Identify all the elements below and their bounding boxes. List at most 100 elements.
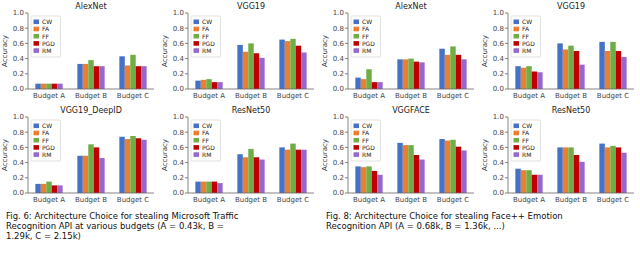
y-tick (505, 43, 508, 44)
bar (414, 155, 419, 193)
y-axis-label: Accuracy (481, 139, 489, 171)
legend-label: FF (522, 137, 529, 144)
y-tick-label: 0.2 (333, 174, 344, 182)
y-tick-label: 0.0 (173, 85, 184, 93)
bar (445, 55, 450, 89)
bar (616, 147, 621, 193)
legend-label: FA (362, 25, 370, 32)
legend-swatch (194, 124, 200, 129)
y-tick (345, 43, 348, 44)
legend-swatch (514, 152, 520, 157)
y-tick (505, 73, 508, 74)
bar (419, 62, 424, 89)
legend-label: FF (202, 137, 209, 144)
y-tick-label: 0.6 (333, 40, 345, 48)
bar (574, 51, 579, 89)
bar (408, 59, 413, 89)
legend-swatch (354, 20, 360, 25)
bars (355, 139, 466, 193)
bar (355, 78, 360, 89)
legend-box (351, 16, 381, 57)
legend-box (191, 120, 221, 161)
legend-label: FF (362, 137, 369, 144)
bar (217, 82, 222, 89)
legend-swatch (34, 152, 40, 157)
subplot-title: AlexNet (395, 2, 426, 11)
legend-label: CW (522, 122, 532, 129)
legend-swatch (34, 145, 40, 150)
legend-swatch (514, 138, 520, 143)
bar (296, 46, 301, 89)
y-axis-line (188, 117, 189, 193)
y-tick-label: 0.2 (493, 70, 504, 78)
legend-label: PGD (202, 144, 215, 151)
x-tick-label: Budget B (395, 92, 427, 100)
y-tick-label: 1.0 (13, 113, 24, 121)
bar (377, 175, 382, 193)
legend-swatch (514, 131, 520, 136)
bar (456, 147, 461, 193)
bar (579, 162, 584, 193)
legend: CWFAFFPGDRM (351, 16, 381, 57)
bar (237, 45, 242, 89)
legend-box (31, 16, 61, 57)
bar (195, 182, 200, 193)
legend-label: FF (42, 137, 49, 144)
y-tick (505, 28, 508, 29)
subplot-title: AlexNet (75, 2, 106, 11)
legend: CWFAFFPGDRM (191, 120, 221, 161)
legend-swatch (354, 34, 360, 39)
bar (397, 143, 402, 193)
bar (195, 81, 200, 89)
bar (377, 82, 382, 89)
legend-swatch (514, 41, 520, 46)
y-tick (185, 117, 188, 118)
y-tick-label: 0.2 (173, 174, 184, 182)
legend-label: FF (362, 33, 369, 40)
y-tick (505, 193, 508, 194)
legend-label: FA (522, 129, 530, 136)
bar (616, 51, 621, 89)
y-axis-line (188, 13, 189, 89)
y-tick-label: 1.0 (173, 113, 184, 121)
y-tick (185, 147, 188, 148)
legend-box (511, 120, 541, 161)
bar (94, 147, 99, 193)
legend: CWFAFFPGDRM (31, 120, 61, 161)
background (0, 0, 640, 254)
bar (141, 66, 146, 89)
y-tick-label: 1.0 (173, 9, 184, 17)
y-tick (185, 162, 188, 163)
legend-box (191, 16, 221, 57)
caption-line: Fig. 6: Architecture Choice for stealing… (6, 211, 239, 221)
legend-swatch (194, 48, 200, 53)
bar (99, 66, 104, 89)
bar (301, 53, 306, 89)
y-tick-label: 0.8 (493, 25, 504, 33)
caption: Fig. 6: Architecture Choice for stealing… (6, 211, 239, 241)
bars (35, 55, 146, 89)
y-tick-label: 1.0 (493, 113, 504, 121)
bar (397, 59, 402, 89)
legend-swatch (354, 138, 360, 143)
legend: CWFAFFPGDRM (191, 16, 221, 57)
bar (254, 53, 259, 89)
bar (259, 58, 264, 89)
y-tick (25, 89, 28, 90)
bar (201, 80, 206, 89)
y-tick (345, 177, 348, 178)
legend-label: PGD (42, 144, 55, 151)
y-tick (345, 162, 348, 163)
bar (136, 138, 141, 193)
x-tick-label: Budget C (437, 92, 469, 100)
y-tick-label: 0.8 (333, 129, 344, 137)
y-axis-label: Accuracy (161, 139, 169, 171)
y-tick (505, 117, 508, 118)
y-tick-label: 0.4 (493, 55, 505, 63)
legend-box (351, 120, 381, 161)
bar (83, 156, 88, 193)
y-tick-label: 0.2 (333, 70, 344, 78)
legend-label: FA (202, 25, 210, 32)
y-tick-label: 0.6 (173, 40, 185, 48)
legend-swatch (354, 27, 360, 32)
